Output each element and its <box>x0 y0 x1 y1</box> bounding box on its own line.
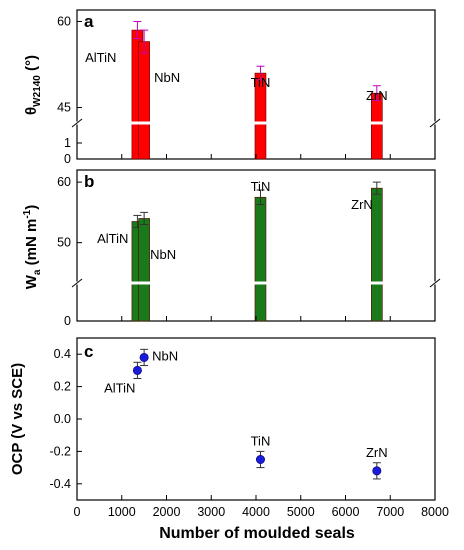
y-tick-label: 45 <box>57 101 71 115</box>
y-axis-label: OCP (V vs SCE) <box>9 363 26 475</box>
panel-label: b <box>84 172 94 191</box>
bar-NbN <box>138 218 150 322</box>
x-tick-label: 8000 <box>421 505 449 519</box>
x-tick-label: 2000 <box>153 505 181 519</box>
point-label-ZrN: ZrN <box>366 445 388 460</box>
axis-break-mark-right <box>429 278 441 288</box>
y-tick-label: 0.2 <box>54 380 71 394</box>
bar-ZrN <box>371 92 383 160</box>
bar-label-ZrN: ZrN <box>366 88 388 103</box>
y-tick-label: 0.0 <box>54 412 71 426</box>
y-tick-label: 0 <box>64 152 71 166</box>
bar-label-AlTiN: AlTiN <box>97 231 128 246</box>
y-label-sup: -1 <box>22 209 33 218</box>
bar-NbN <box>138 41 150 160</box>
axis-break-mark-right <box>429 118 441 128</box>
y-label-sub: W2140 <box>32 75 43 107</box>
x-tick-label: 7000 <box>376 505 404 519</box>
y-tick-label: 0.4 <box>54 347 71 361</box>
point-label-AlTiN: AlTiN <box>104 380 135 395</box>
y-tick-label: 60 <box>57 14 71 28</box>
bar-label-TiN: TiN <box>251 179 271 194</box>
panel-b: AlTiN NbN TiN ZrN 0 50 60 b Wa (mN m-1) <box>22 169 441 328</box>
bar-ZrN <box>371 187 383 322</box>
y-tick-label: 1 <box>64 136 71 150</box>
x-tick-label: 3000 <box>197 505 225 519</box>
axis-break-mark-left <box>71 278 83 288</box>
y-tick-label: 60 <box>57 175 71 189</box>
point-TiN <box>255 454 265 464</box>
y-axis-label: θW2140 (°) <box>23 55 43 115</box>
bar-label-AlTiN: AlTiN <box>85 50 116 65</box>
point-label-TiN: TiN <box>251 434 271 449</box>
y-label-main: W <box>23 274 40 289</box>
y-label-unit: (°) <box>23 55 40 75</box>
point-label-NbN: NbN <box>152 348 178 363</box>
bar-label-TiN: TiN <box>251 75 271 90</box>
x-tick-label: 5000 <box>287 505 315 519</box>
y-tick-label: 0 <box>64 314 71 328</box>
axis-break-mark-left <box>71 118 83 128</box>
x-tick-label: 6000 <box>332 505 360 519</box>
bar-label-NbN: NbN <box>150 247 176 262</box>
x-tick-label: 1000 <box>108 505 136 519</box>
point-AlTiN <box>132 365 142 375</box>
panel-label: a <box>84 12 94 31</box>
y-axis-label: Wa (mN m-1) <box>22 205 43 289</box>
point-ZrN <box>372 466 382 476</box>
x-axis-label: Number of moulded seals <box>159 525 355 542</box>
x-tick-label: 4000 <box>242 505 270 519</box>
y-tick-label: -0.2 <box>49 444 71 458</box>
y-label-sub: a <box>32 269 43 275</box>
bar-TiN <box>254 196 267 322</box>
y-tick-label: 50 <box>57 236 71 250</box>
panel-label: c <box>84 342 93 361</box>
y-tick-label: -0.4 <box>49 477 71 491</box>
bar-label-ZrN: ZrN <box>351 197 373 212</box>
point-NbN <box>139 352 149 362</box>
plot-frame <box>76 337 436 501</box>
x-tick-label: 0 <box>74 505 81 519</box>
y-label-unit: (mN m <box>23 219 40 270</box>
y-label-main: θ <box>23 107 40 115</box>
bar-label-NbN: NbN <box>154 70 180 85</box>
panel-c: -0.4 -0.2 0.0 0.2 0.4 0 1000 2000 3000 4000 5000 60… <box>9 337 449 519</box>
y-label-close: ) <box>23 205 40 210</box>
panel-a: AlTiN NbN TiN ZrN 0 1 45 60 a θW2140 (°) <box>23 9 441 166</box>
